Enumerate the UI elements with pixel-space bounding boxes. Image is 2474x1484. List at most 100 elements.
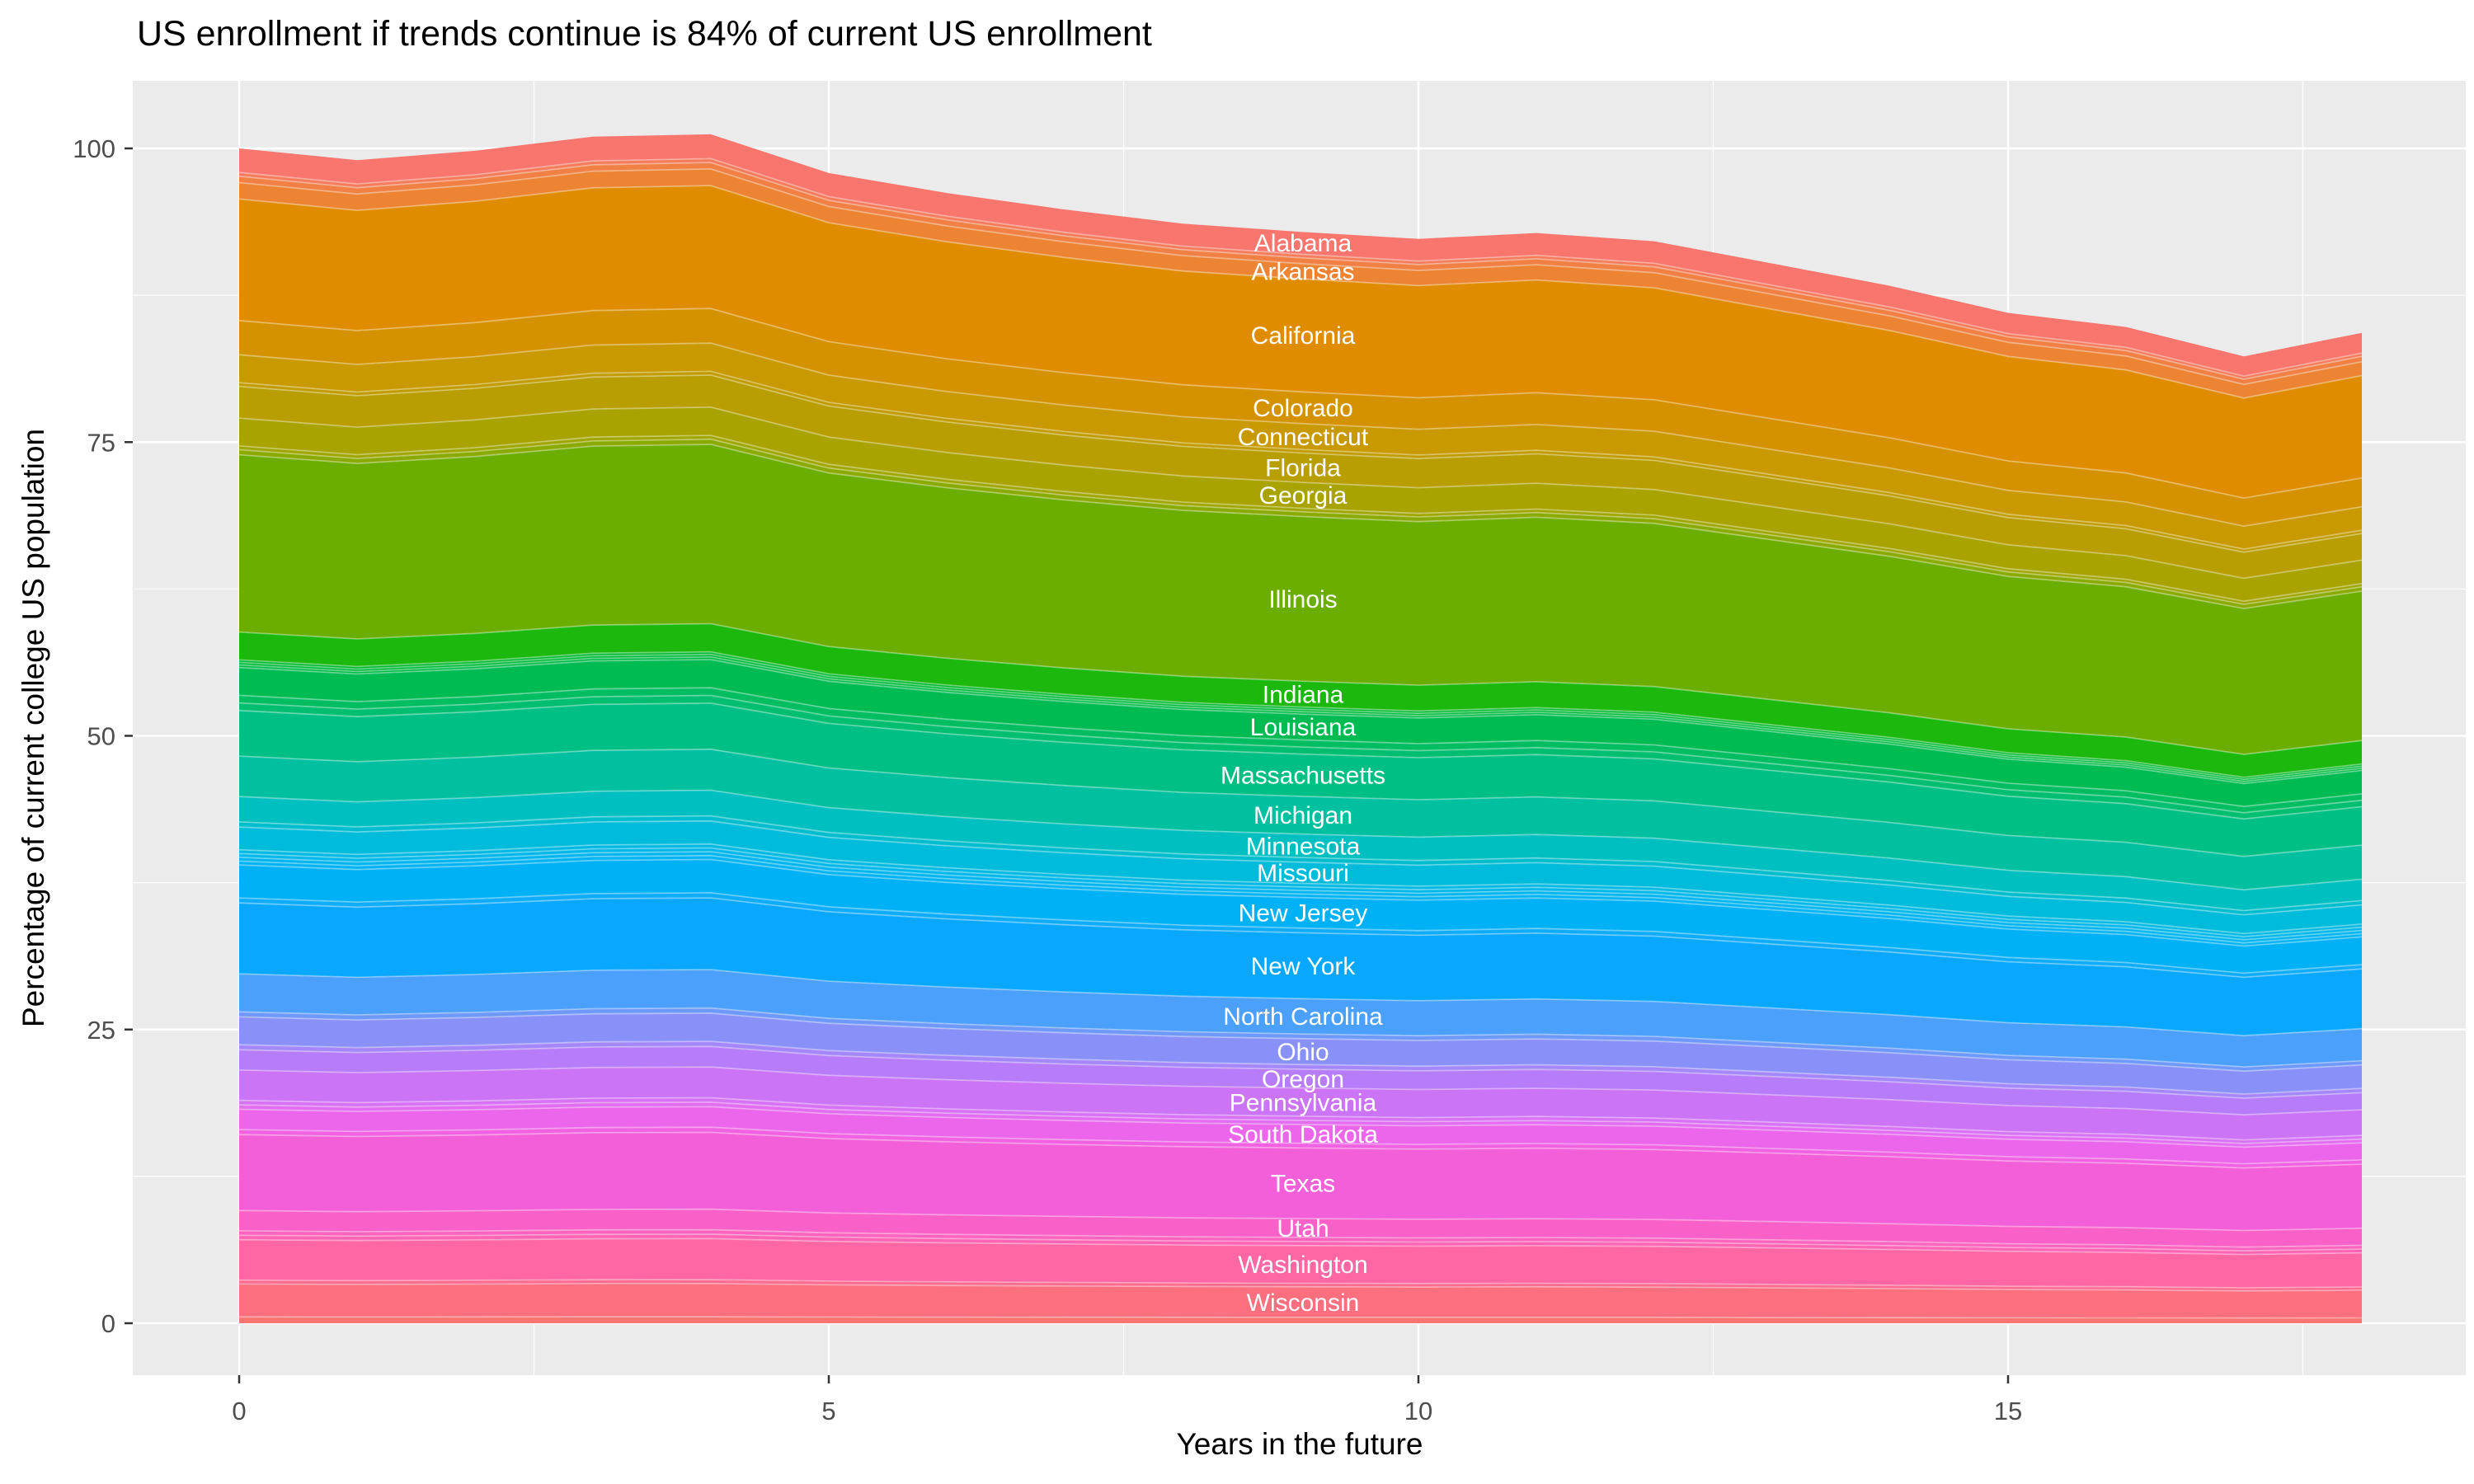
band-unlabeled <box>239 435 2362 604</box>
band-unlabeled <box>239 439 2362 609</box>
band-unlabeled <box>239 695 2362 819</box>
band-unlabeled <box>239 371 2362 552</box>
band-separator <box>238 1208 2363 1232</box>
state-label: Massachusetts <box>1221 763 1385 790</box>
band-separator <box>238 851 2363 941</box>
band-north-carolina <box>239 970 2362 1068</box>
state-label: Oregon <box>1262 1066 1344 1093</box>
band-unlabeled <box>239 688 2362 813</box>
band-washington <box>239 1238 2362 1288</box>
band-separator <box>238 1106 2363 1148</box>
state-label: Michigan <box>1253 802 1352 829</box>
y-tick-label: 0 <box>101 1309 115 1338</box>
band-unlabeled <box>239 654 2362 782</box>
band-separator <box>238 969 2363 1037</box>
state-label: Indiana <box>1263 681 1344 708</box>
band-separator <box>238 374 2363 553</box>
state-label: New Jersey <box>1239 900 1368 928</box>
state-label: Louisiana <box>1250 714 1357 741</box>
band-separator <box>238 157 2363 378</box>
band-alabama <box>239 134 2362 377</box>
x-tick-label: 10 <box>1404 1397 1432 1425</box>
band-unlabeled <box>239 855 2362 946</box>
state-label: Pennsylvania <box>1230 1089 1377 1116</box>
band-separator <box>238 653 2363 781</box>
band-unlabeled <box>239 1101 2362 1148</box>
band-separator <box>238 1101 2363 1144</box>
x-tick-label: 0 <box>232 1397 246 1425</box>
band-separator <box>238 858 2363 947</box>
band-unlabeled <box>239 1229 2362 1252</box>
band-unlabeled <box>239 815 2362 915</box>
band-utah <box>239 1209 2362 1247</box>
band-separator <box>238 370 2363 550</box>
state-label: Connecticut <box>1238 424 1369 451</box>
state-label: Texas <box>1271 1171 1335 1198</box>
band-separator <box>238 687 2363 808</box>
state-label: Ohio <box>1277 1039 1329 1066</box>
band-separator <box>238 891 2363 974</box>
band-michigan <box>239 749 2362 890</box>
band-south-dakota <box>239 1106 2362 1164</box>
band-unlabeled <box>239 892 2362 978</box>
band-arkansas <box>239 168 2362 398</box>
band-separator <box>238 622 2363 755</box>
band-unlabeled <box>239 1317 2362 1323</box>
band-separator <box>238 1097 2363 1141</box>
band-oregon <box>239 1046 2362 1115</box>
band-unlabeled <box>239 1007 2362 1072</box>
band-separator <box>238 815 2363 912</box>
x-tick-label: 5 <box>821 1397 835 1425</box>
state-label: North Carolina <box>1223 1003 1383 1031</box>
band-separator <box>238 694 2363 814</box>
band-separator <box>238 1282 2363 1292</box>
band-georgia <box>239 406 2362 602</box>
chart-title: US enrollment if trends continue is 84% … <box>137 14 1152 54</box>
band-separator <box>238 702 2363 820</box>
state-label: Colorado <box>1253 395 1353 422</box>
band-separator <box>238 406 2363 580</box>
band-separator <box>238 1066 2363 1116</box>
y-tick-label: 75 <box>87 428 115 457</box>
band-separator <box>238 843 2363 935</box>
y-tick-label: 50 <box>87 722 115 751</box>
band-massachusetts <box>239 702 2362 857</box>
band-separator <box>238 434 2363 603</box>
band-separator <box>238 1316 2363 1319</box>
band-new-jersey <box>239 859 2362 974</box>
band-separator <box>238 650 2363 778</box>
band-separator <box>238 897 2363 979</box>
band-colorado <box>239 308 2362 527</box>
band-unlabeled <box>239 843 2362 937</box>
state-label: Arkansas <box>1251 258 1354 285</box>
band-california <box>239 186 2362 499</box>
state-label: Utah <box>1277 1215 1329 1242</box>
band-separator <box>238 854 2363 944</box>
band-unlabeled <box>239 1280 2362 1291</box>
band-minnesota <box>239 790 2362 911</box>
band-separator <box>238 847 2363 938</box>
band-separator <box>238 1237 2363 1256</box>
band-wisconsin <box>239 1283 2362 1318</box>
band-texas <box>239 1132 2362 1231</box>
band-unlabeled <box>239 852 2362 943</box>
band-connecticut <box>239 343 2362 549</box>
state-label: Georgia <box>1259 482 1348 510</box>
band-separator <box>238 655 2363 782</box>
state-label: Washington <box>1238 1252 1367 1279</box>
band-separator <box>238 1012 2363 1073</box>
band-separator <box>238 1007 2363 1068</box>
band-separator <box>238 438 2363 605</box>
band-unlabeled <box>239 162 2362 385</box>
y-axis-title: Percentage of current college US populat… <box>16 428 50 1028</box>
band-separator <box>238 444 2363 610</box>
band-unlabeled <box>239 651 2362 780</box>
band-unlabeled <box>239 656 2362 784</box>
band-louisiana <box>239 660 2362 807</box>
band-new-york <box>239 898 2362 1036</box>
band-separator <box>238 748 2363 857</box>
band-separator <box>238 185 2363 399</box>
band-separator <box>238 1279 2363 1289</box>
band-separator <box>238 342 2363 528</box>
band-indiana <box>239 623 2362 777</box>
